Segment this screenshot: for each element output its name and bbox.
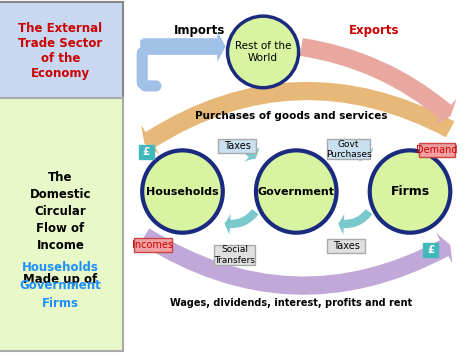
FancyBboxPatch shape	[419, 143, 455, 157]
Text: Social
Transfers: Social Transfers	[214, 245, 255, 265]
Text: Wages, dividends, interest, profits and rent: Wages, dividends, interest, profits and …	[171, 297, 412, 308]
Text: Purchases of goods and services: Purchases of goods and services	[195, 111, 388, 121]
Ellipse shape	[256, 150, 337, 233]
Ellipse shape	[228, 16, 299, 88]
Text: Imports: Imports	[173, 24, 225, 37]
Ellipse shape	[142, 150, 223, 233]
Text: Firms: Firms	[391, 185, 429, 198]
Text: £: £	[143, 147, 150, 157]
Ellipse shape	[370, 150, 450, 233]
Text: £: £	[427, 245, 435, 255]
Text: Exports: Exports	[349, 24, 400, 37]
Text: Govt
Purchases: Govt Purchases	[326, 140, 372, 159]
FancyBboxPatch shape	[214, 245, 255, 265]
FancyBboxPatch shape	[134, 238, 172, 252]
FancyBboxPatch shape	[0, 98, 123, 351]
Text: Incomes: Incomes	[132, 240, 173, 250]
Text: Households: Households	[146, 187, 219, 197]
FancyBboxPatch shape	[327, 239, 365, 253]
FancyBboxPatch shape	[423, 243, 438, 257]
Text: Taxes: Taxes	[224, 141, 251, 151]
Text: Households
Government
Firms: Households Government Firms	[19, 261, 101, 310]
FancyBboxPatch shape	[139, 145, 154, 159]
Text: Rest of the
World: Rest of the World	[235, 41, 291, 63]
FancyBboxPatch shape	[0, 2, 123, 100]
Text: Demand: Demand	[416, 145, 458, 155]
Text: The
Domestic
Circular
Flow of
Income

Made up of: The Domestic Circular Flow of Income Mad…	[23, 171, 98, 286]
FancyBboxPatch shape	[218, 139, 256, 153]
Text: Government: Government	[258, 187, 335, 197]
Text: Taxes: Taxes	[333, 241, 360, 251]
Text: The External
Trade Sector
of the
Economy: The External Trade Sector of the Economy	[18, 22, 102, 80]
FancyBboxPatch shape	[327, 139, 370, 159]
